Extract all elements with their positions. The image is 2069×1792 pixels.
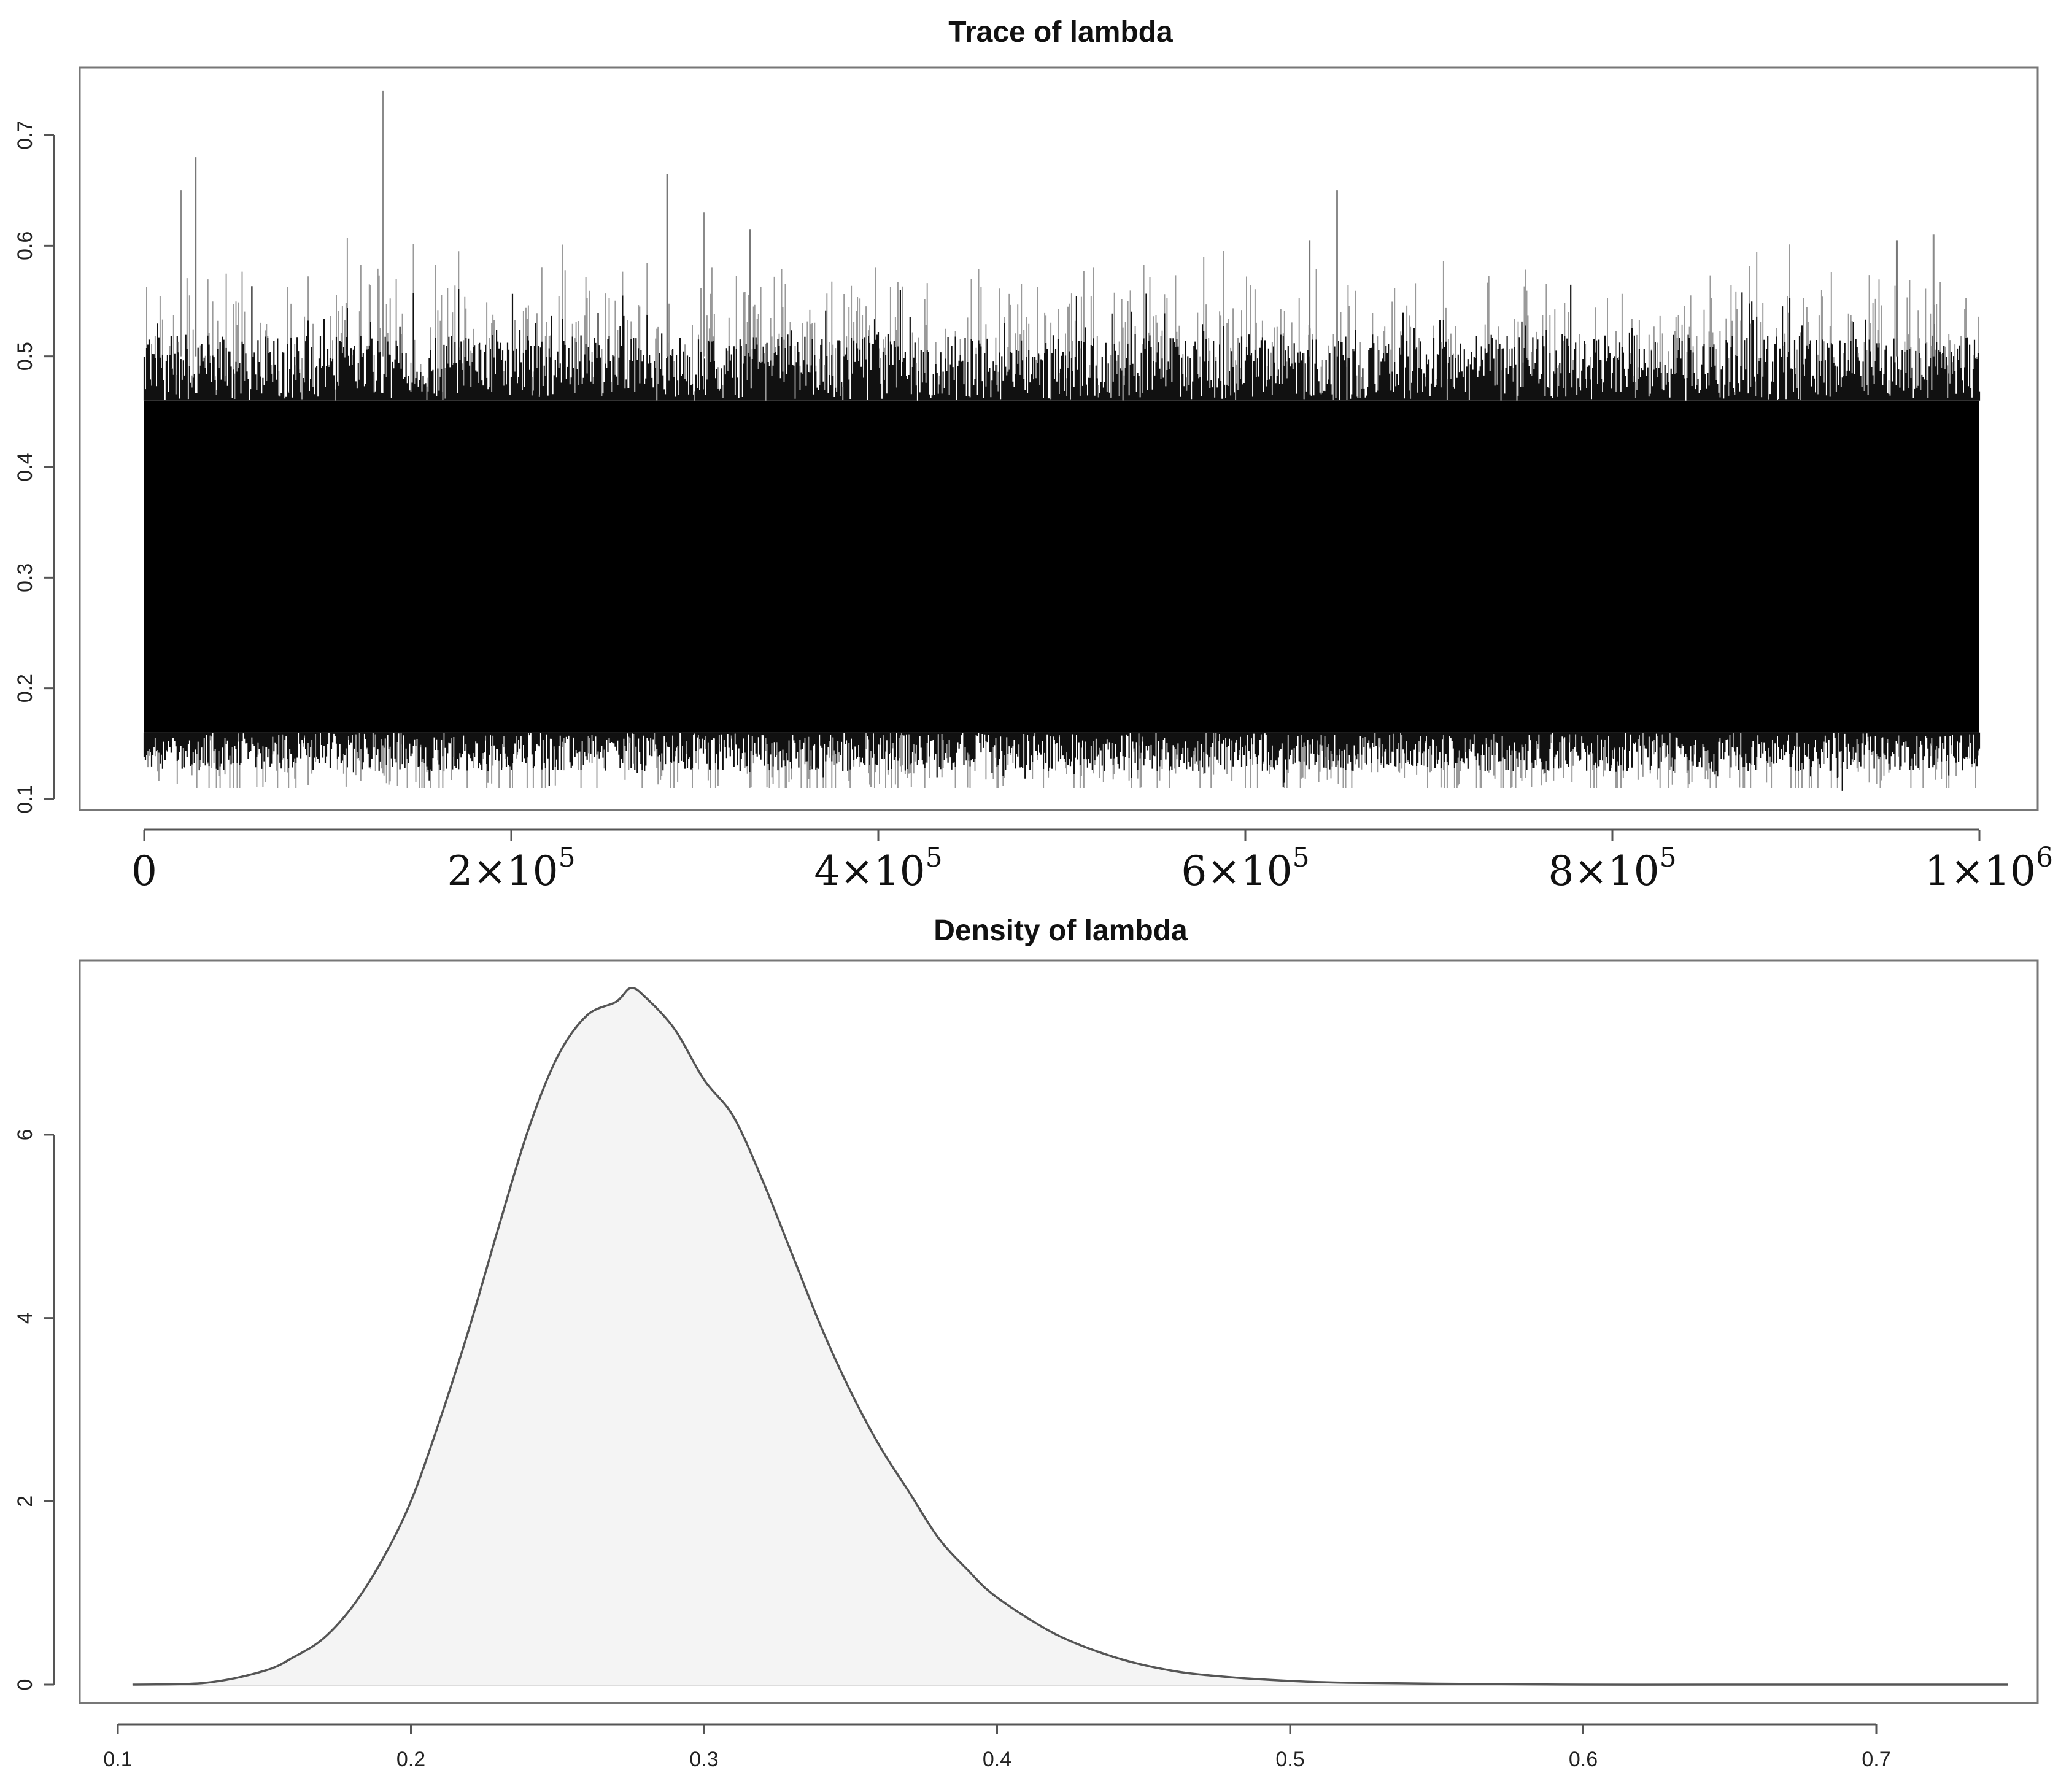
trace-series bbox=[143, 90, 1981, 791]
density-x-tick-label: 0.5 bbox=[1275, 1748, 1304, 1771]
trace-x-axis: 0 2×105 4×105 6×105 8×105 1×106 bbox=[131, 828, 2053, 895]
trace-plot-frame bbox=[79, 66, 2039, 811]
density-x-tick-label: 0.2 bbox=[396, 1748, 425, 1771]
trace-dense-band bbox=[144, 400, 1979, 733]
trace-y-tick-label: 0.3 bbox=[14, 563, 37, 592]
density-y-tick-label: 4 bbox=[14, 1312, 37, 1324]
density-x-tick-label: 0.3 bbox=[689, 1748, 718, 1771]
trace-x-tick-label: 0 bbox=[131, 848, 157, 895]
density-y-tick-label: 2 bbox=[14, 1496, 37, 1507]
density-x-axis: 0.1 0.2 0.3 0.4 0.5 0.6 0.7 bbox=[103, 1723, 1891, 1771]
density-y-axis: 0 2 4 6 bbox=[14, 1129, 55, 1691]
trace-lower-fringe bbox=[147, 732, 1979, 788]
density-x-tick-label: 0.4 bbox=[983, 1748, 1011, 1771]
density-title: Density of lambda bbox=[934, 914, 1188, 947]
trace-y-tick-label: 0.4 bbox=[14, 452, 37, 481]
trace-y-tick-label: 0.2 bbox=[14, 674, 37, 703]
density-series bbox=[132, 987, 2008, 1686]
trace-y-tick-label: 0.1 bbox=[14, 784, 37, 813]
trace-x-tick-label: 2×105 bbox=[447, 842, 575, 895]
trace-x-tick-label: 4×105 bbox=[814, 842, 942, 895]
trace-y-tick-label: 0.5 bbox=[14, 342, 37, 371]
trace-y-tick-label: 0.6 bbox=[14, 231, 37, 260]
density-curve bbox=[132, 987, 2008, 1686]
trace-panel: Trace of lambda 0.1 0.2 0.3 0.4 0.5 0.6 0.7 0 2… bbox=[14, 16, 2053, 895]
density-x-tick-label: 0.1 bbox=[103, 1748, 132, 1771]
density-x-tick-label: 0.7 bbox=[1862, 1748, 1890, 1771]
trace-lower-edge bbox=[143, 732, 1981, 791]
density-y-tick-label: 0 bbox=[14, 1679, 37, 1691]
trace-upper-edge bbox=[143, 284, 1981, 401]
density-area bbox=[132, 987, 2008, 1685]
density-plot-frame bbox=[79, 959, 2039, 1704]
trace-x-tick-label: 6×105 bbox=[1181, 842, 1309, 895]
trace-upper-fringe bbox=[146, 238, 1979, 401]
trace-title: Trace of lambda bbox=[948, 16, 1173, 48]
density-x-tick-label: 0.6 bbox=[1569, 1748, 1598, 1771]
density-y-tick-label: 6 bbox=[14, 1129, 37, 1140]
trace-y-tick-label: 0.7 bbox=[14, 120, 37, 149]
trace-x-tick-label: 1×106 bbox=[1925, 842, 2053, 895]
trace-x-tick-label: 8×105 bbox=[1548, 842, 1676, 895]
trace-y-axis: 0.1 0.2 0.3 0.4 0.5 0.6 0.7 bbox=[14, 120, 55, 814]
